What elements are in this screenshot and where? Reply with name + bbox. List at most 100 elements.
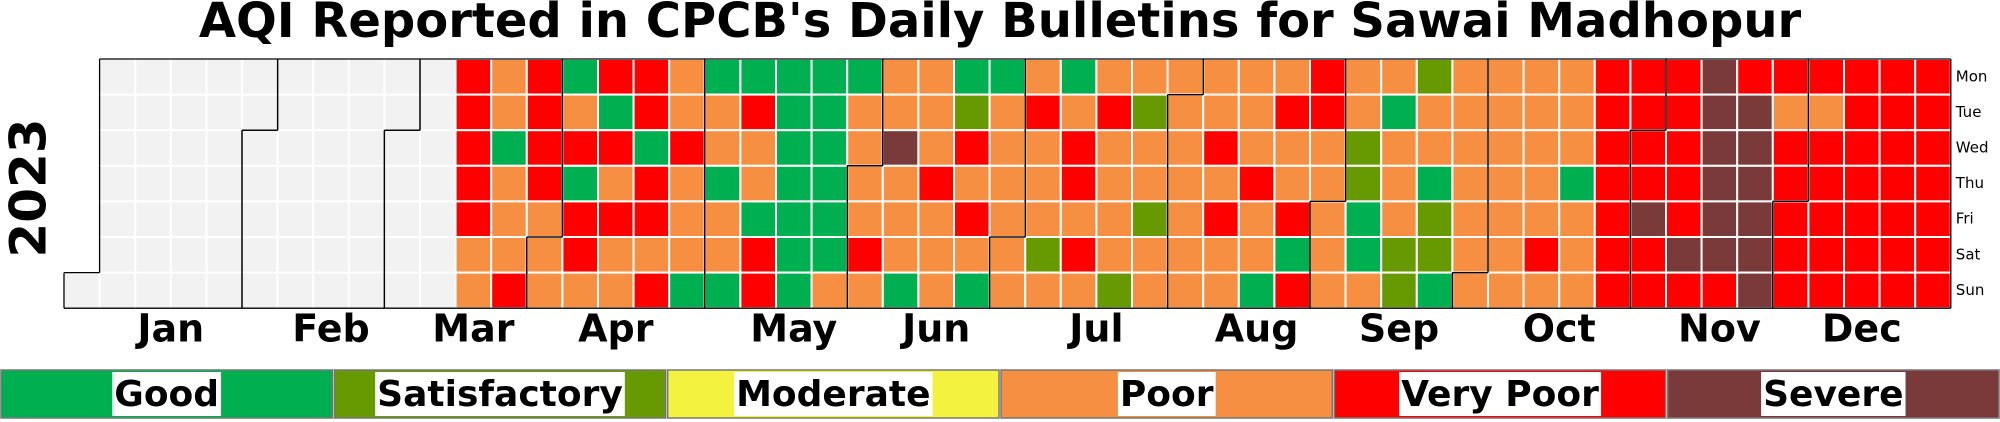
day-cell	[1202, 93, 1240, 132]
empty-day-cell	[347, 271, 386, 310]
day-cell	[454, 271, 493, 310]
empty-day-cell	[276, 236, 315, 274]
day-cell	[1843, 93, 1881, 132]
day-cell	[775, 164, 813, 203]
day-cell	[490, 200, 528, 238]
day-cell	[1665, 129, 1703, 167]
empty-day-cell	[98, 164, 137, 203]
weekday-label: Sat	[1956, 245, 1981, 263]
empty-day-cell	[98, 129, 137, 167]
day-cell	[1558, 164, 1596, 203]
day-cell	[1629, 200, 1668, 238]
day-cell	[810, 164, 849, 203]
day-cell	[454, 93, 493, 132]
day-cell	[525, 93, 564, 132]
day-cell	[1522, 200, 1561, 238]
empty-day-cell	[419, 58, 457, 96]
day-cell	[1415, 164, 1454, 203]
day-cell	[1273, 236, 1312, 274]
day-cell	[1629, 271, 1668, 310]
day-cell	[1415, 200, 1454, 238]
day-cell	[1024, 200, 1062, 238]
day-cell	[1166, 271, 1205, 310]
empty-day-cell	[383, 164, 421, 203]
day-cell	[1487, 200, 1525, 238]
month-label: Mar	[432, 307, 514, 351]
year-label: 2023	[0, 118, 58, 257]
day-cell	[1131, 200, 1169, 238]
empty-day-cell	[276, 129, 315, 167]
day-cell	[1771, 58, 1810, 96]
legend-label: Severe	[1763, 374, 1903, 415]
empty-day-cell	[347, 236, 386, 274]
empty-day-cell	[419, 129, 457, 167]
day-cell	[1843, 164, 1881, 203]
day-cell	[561, 200, 600, 238]
empty-day-cell	[169, 58, 208, 96]
day-cell	[1522, 129, 1561, 167]
day-cell	[1166, 129, 1205, 167]
day-cell	[1237, 200, 1276, 238]
day-cell	[1344, 271, 1383, 310]
day-cell	[1914, 129, 1952, 167]
legend-label: Good	[114, 374, 219, 415]
empty-day-cell	[312, 93, 350, 132]
day-cell	[1522, 58, 1561, 96]
weekday-label: Wed	[1956, 139, 1989, 157]
day-cell	[1095, 93, 1134, 132]
day-cell	[1700, 58, 1739, 96]
empty-day-cell	[312, 58, 350, 96]
empty-day-cell	[312, 164, 350, 203]
day-cell	[1558, 58, 1596, 96]
day-cell	[1878, 58, 1917, 96]
day-cell	[1309, 271, 1347, 310]
day-cell	[1451, 58, 1490, 96]
day-cell	[561, 236, 600, 274]
day-cell	[1593, 58, 1632, 96]
day-cell	[1807, 200, 1846, 238]
day-cell	[1451, 271, 1490, 310]
month-label: Dec	[1822, 307, 1902, 351]
day-cell	[775, 58, 813, 96]
empty-day-cell	[205, 129, 243, 167]
day-cell	[597, 200, 635, 238]
day-cell	[1629, 129, 1668, 167]
day-cell	[597, 271, 635, 310]
day-cell	[561, 164, 600, 203]
day-cell	[881, 129, 920, 167]
day-cell	[881, 200, 920, 238]
empty-day-cell	[276, 93, 315, 132]
day-cell	[1380, 164, 1418, 203]
day-cell	[1309, 129, 1347, 167]
empty-day-cell	[312, 200, 350, 238]
day-cell	[953, 58, 991, 96]
day-cell	[1273, 271, 1312, 310]
day-cell	[1700, 93, 1739, 132]
day-cell	[1059, 129, 1098, 167]
day-cell	[953, 200, 991, 238]
day-cell	[597, 58, 635, 96]
day-cell	[1771, 93, 1810, 132]
day-cell	[1843, 129, 1881, 167]
day-cell	[668, 58, 706, 96]
day-cell	[1309, 200, 1347, 238]
day-cell	[1487, 236, 1525, 274]
month-label: Apr	[578, 307, 654, 351]
empty-day-cell	[383, 271, 421, 310]
day-cell	[703, 164, 742, 203]
day-cell	[632, 164, 671, 203]
day-cell	[525, 164, 564, 203]
day-cell	[1059, 58, 1098, 96]
empty-day-cell	[169, 129, 208, 167]
day-cell	[1914, 164, 1952, 203]
day-cell	[490, 164, 528, 203]
day-cell	[846, 236, 884, 274]
day-cell	[1202, 236, 1240, 274]
day-cell	[1273, 200, 1312, 238]
day-cell	[1878, 200, 1917, 238]
month-label: Nov	[1678, 307, 1761, 351]
day-cell	[1059, 200, 1098, 238]
day-cell	[1380, 129, 1418, 167]
month-label: Feb	[292, 307, 369, 351]
day-cell	[668, 236, 706, 274]
